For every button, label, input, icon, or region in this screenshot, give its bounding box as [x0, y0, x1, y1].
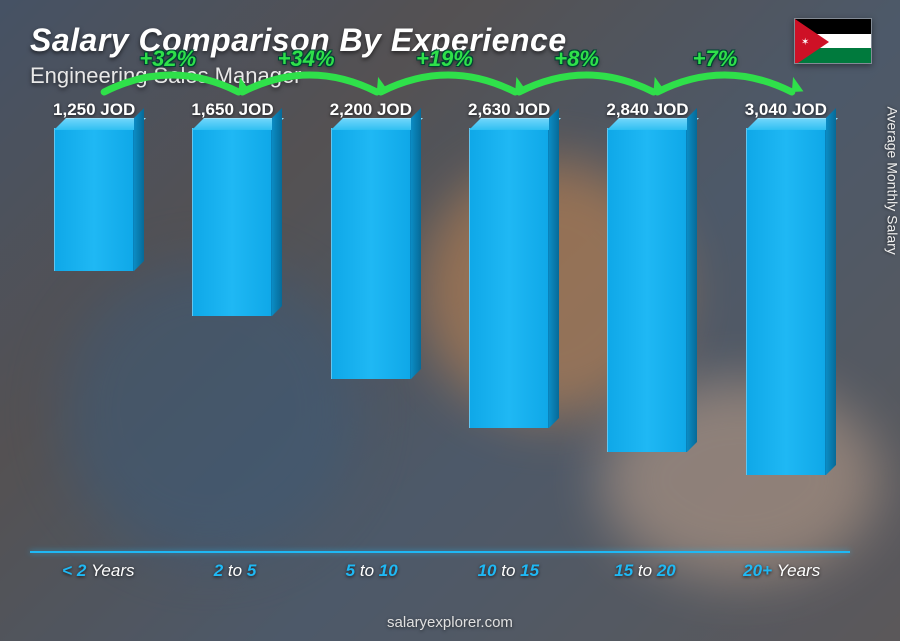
chart-baseline	[30, 551, 850, 553]
bar-top-face	[331, 118, 423, 130]
bar-side-face	[411, 108, 421, 379]
bar	[746, 128, 826, 475]
x-axis-label: 2 to 5	[167, 561, 304, 581]
bar	[54, 128, 134, 271]
content-root: Salary Comparison By Experience Engineer…	[0, 0, 900, 641]
bar-top-face	[607, 118, 699, 130]
bar-top-face	[746, 118, 838, 130]
bar-value-label: 1,250 JOD	[53, 100, 135, 120]
x-axis-labels: < 2 Years2 to 55 to 1010 to 1515 to 2020…	[30, 561, 850, 581]
y-axis-label: Average Monthly Salary	[884, 106, 900, 254]
bar-value-label: 3,040 JOD	[745, 100, 827, 120]
bar-value-label: 1,650 JOD	[191, 100, 273, 120]
bar-value-label: 2,840 JOD	[606, 100, 688, 120]
page-title: Salary Comparison By Experience	[30, 22, 870, 59]
x-axis-label: 5 to 10	[303, 561, 440, 581]
bar-side-face	[272, 108, 282, 316]
bar-slot: 2,840 JOD	[583, 100, 711, 553]
bars-container: 1,250 JOD 1,650 JOD 2,200 JOD 2,630 JOD 2,84…	[30, 100, 850, 553]
bar-slot: 1,250 JOD	[30, 100, 158, 553]
bar	[331, 128, 411, 379]
bar-front-face	[192, 128, 272, 316]
bar-slot: 2,200 JOD	[307, 100, 435, 553]
country-flag-jordan: ✶	[794, 18, 872, 64]
bar-side-face	[826, 108, 836, 475]
bar-top-face	[192, 118, 284, 130]
bar	[192, 128, 272, 316]
bar-side-face	[549, 108, 559, 428]
bar-value-label: 2,200 JOD	[330, 100, 412, 120]
bar-front-face	[746, 128, 826, 475]
bar-slot: 1,650 JOD	[168, 100, 296, 553]
x-axis-label: 10 to 15	[440, 561, 577, 581]
bar-slot: 3,040 JOD	[722, 100, 850, 553]
flag-star-icon: ✶	[801, 37, 809, 48]
x-axis-label: 20+ Years	[713, 561, 850, 581]
bar-value-label: 2,630 JOD	[468, 100, 550, 120]
bar-front-face	[54, 128, 134, 271]
bar-front-face	[607, 128, 687, 452]
page-subtitle: Engineering Sales Manager	[30, 63, 870, 89]
bar-slot: 2,630 JOD	[445, 100, 573, 553]
bar	[469, 128, 549, 428]
bar-front-face	[331, 128, 411, 379]
bar	[607, 128, 687, 452]
bar-side-face	[687, 108, 697, 452]
salary-bar-chart: 1,250 JOD 1,650 JOD 2,200 JOD 2,630 JOD 2,84…	[30, 100, 850, 581]
bar-top-face	[54, 118, 146, 130]
x-axis-label: 15 to 20	[577, 561, 714, 581]
x-axis-label: < 2 Years	[30, 561, 167, 581]
bar-front-face	[469, 128, 549, 428]
bar-top-face	[469, 118, 561, 130]
bar-side-face	[134, 108, 144, 271]
footer-site: salaryexplorer.com	[0, 614, 900, 631]
